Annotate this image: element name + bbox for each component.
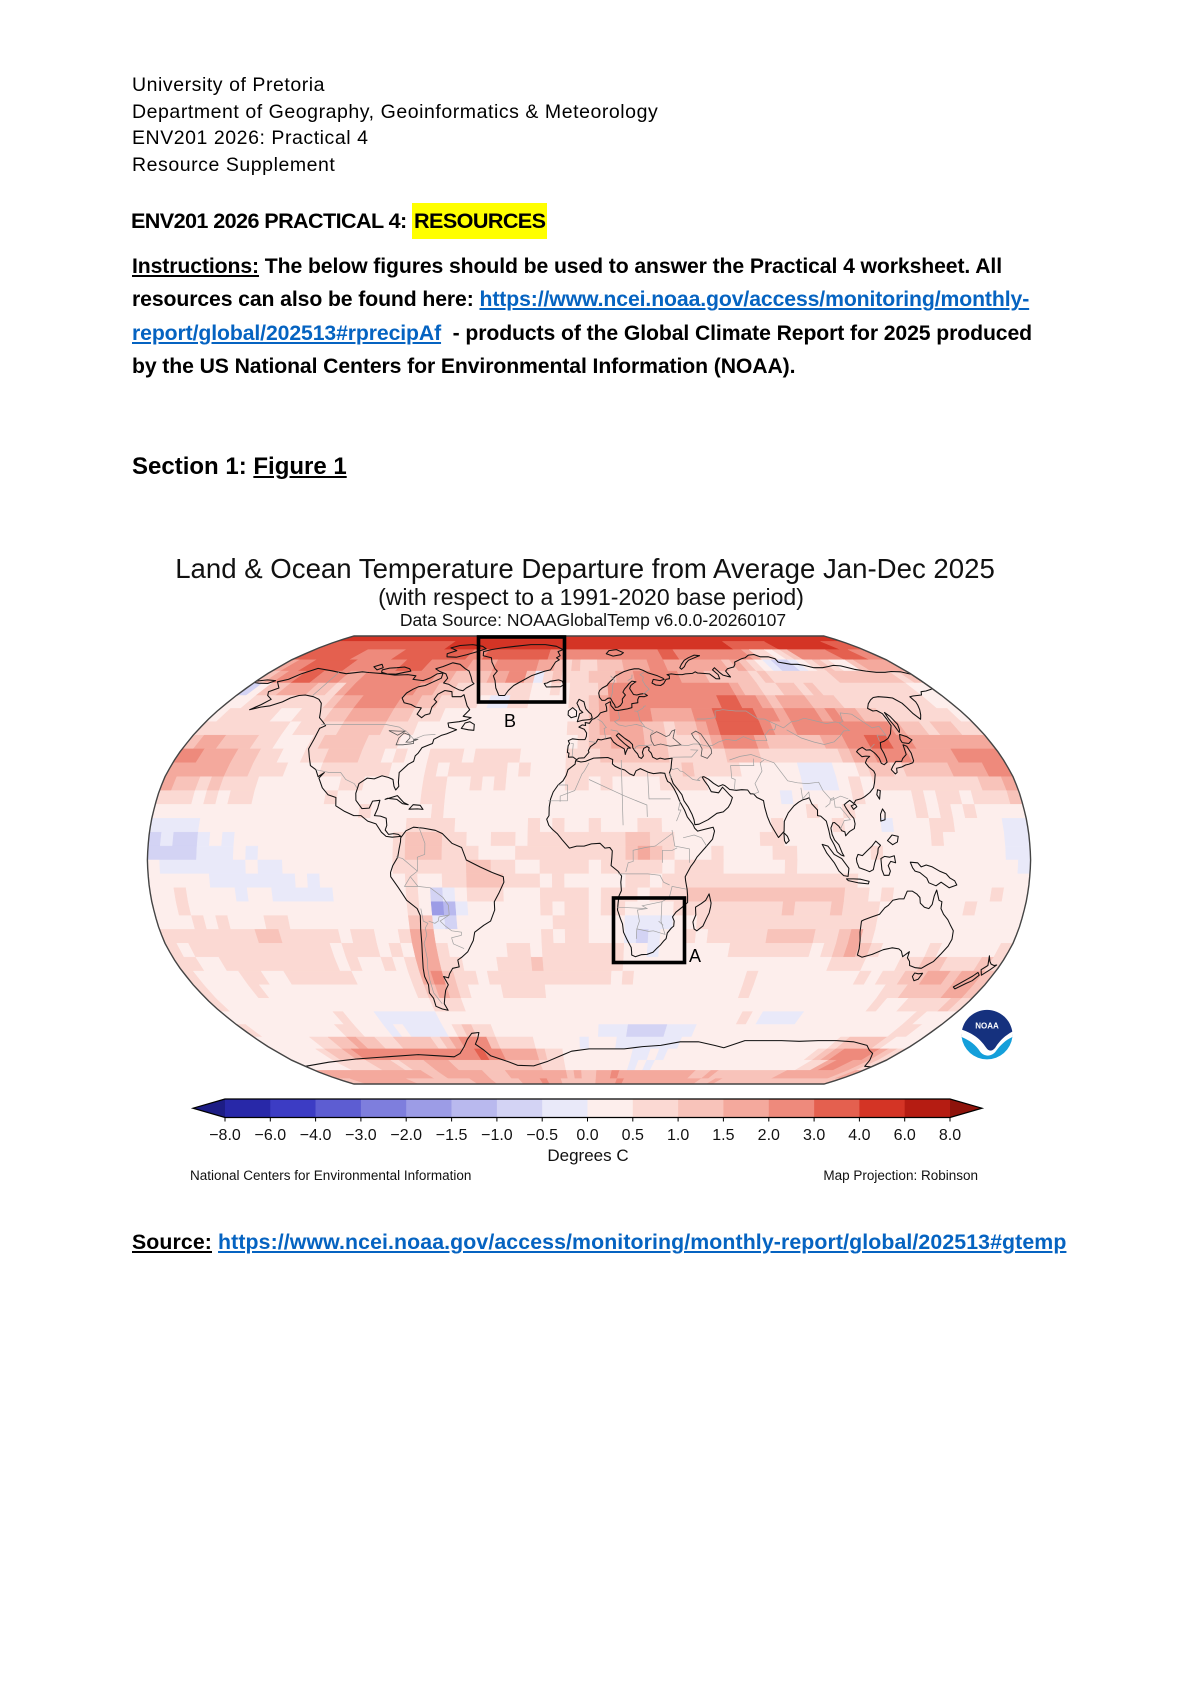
svg-text:1.0: 1.0 <box>667 1127 689 1144</box>
svg-text:2.0: 2.0 <box>758 1127 780 1144</box>
svg-text:0.0: 0.0 <box>576 1127 598 1144</box>
svg-text:8.0: 8.0 <box>939 1127 961 1144</box>
svg-text:Degrees C: Degrees C <box>547 1146 628 1165</box>
svg-text:A: A <box>689 946 701 966</box>
svg-text:−6.0: −6.0 <box>255 1127 287 1144</box>
svg-text:National Centers for Environme: National Centers for Environmental Infor… <box>190 1168 471 1183</box>
svg-text:6.0: 6.0 <box>894 1127 916 1144</box>
svg-text:−2.0: −2.0 <box>390 1127 422 1144</box>
svg-text:Map Projection: Robinson: Map Projection: Robinson <box>823 1168 978 1183</box>
svg-text:−0.5: −0.5 <box>526 1127 558 1144</box>
svg-text:(with respect to a 1991-2020 b: (with respect to a 1991-2020 base period… <box>378 584 804 610</box>
svg-text:NOAA: NOAA <box>975 1022 999 1031</box>
svg-text:Land & Ocean Temperature Depar: Land & Ocean Temperature Departure from … <box>175 553 995 584</box>
svg-text:−3.0: −3.0 <box>345 1127 377 1144</box>
svg-text:4.0: 4.0 <box>848 1127 870 1144</box>
svg-text:−4.0: −4.0 <box>300 1127 332 1144</box>
svg-text:3.0: 3.0 <box>803 1127 825 1144</box>
svg-text:−1.5: −1.5 <box>436 1127 468 1144</box>
svg-text:0.5: 0.5 <box>622 1127 644 1144</box>
svg-text:−8.0: −8.0 <box>209 1127 241 1144</box>
svg-text:B: B <box>504 711 516 731</box>
svg-text:Data Source: NOAAGlobalTemp v6: Data Source: NOAAGlobalTemp v6.0.0-20260… <box>400 610 786 630</box>
svg-text:−1.0: −1.0 <box>481 1127 513 1144</box>
svg-text:1.5: 1.5 <box>712 1127 734 1144</box>
